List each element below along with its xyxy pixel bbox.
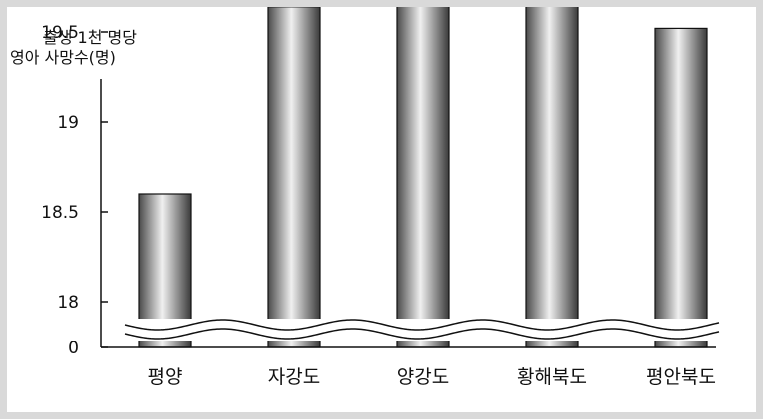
bar [396,7,450,348]
y-tick-label: 19.5 [41,23,79,43]
x-category-label: 평안북도 [646,366,716,388]
y-axis-label-line-1: 출생 1천 명당 [43,28,137,47]
axis-break [7,319,756,341]
category-labels: 평양 자강도 양강도 황해북도 평안북도 [148,366,716,388]
bars [138,7,708,348]
bar [654,27,708,348]
y-axis-label-line-2: 영아 사망수(명) [10,48,116,67]
bar [525,7,579,348]
y-tick-label: 18.5 [41,203,79,223]
bar [267,7,321,348]
y-tick-label: 0 [68,338,79,358]
x-category-label: 평양 [148,366,183,388]
y-tick-label: 18 [57,293,79,313]
x-category-label: 황해북도 [517,366,587,388]
x-category-label: 양강도 [397,366,449,388]
y-tick-label: 19 [57,113,79,133]
x-category-label: 자강도 [268,366,320,388]
